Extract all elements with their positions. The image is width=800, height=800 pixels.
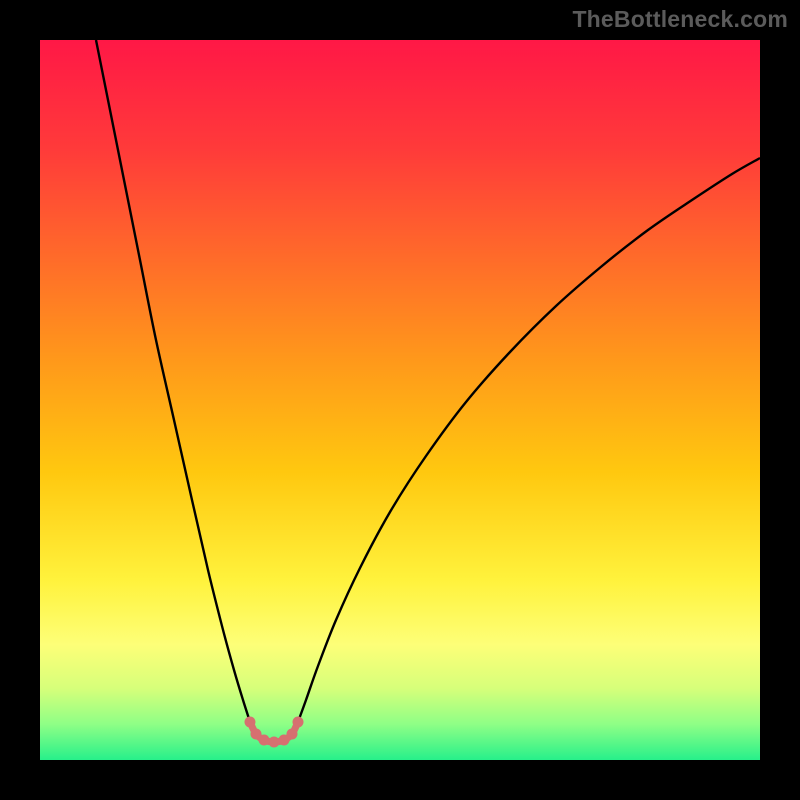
plot-area (40, 40, 760, 760)
marker-dot (287, 729, 298, 740)
marker-dot (293, 717, 304, 728)
marker-dot (269, 737, 280, 748)
chart-frame: TheBottleneck.com (0, 0, 800, 800)
watermark-text: TheBottleneck.com (572, 6, 788, 33)
marker-dot (245, 717, 256, 728)
bottleneck-curve-chart (40, 40, 760, 760)
gradient-background (40, 40, 760, 760)
marker-dot (259, 735, 270, 746)
